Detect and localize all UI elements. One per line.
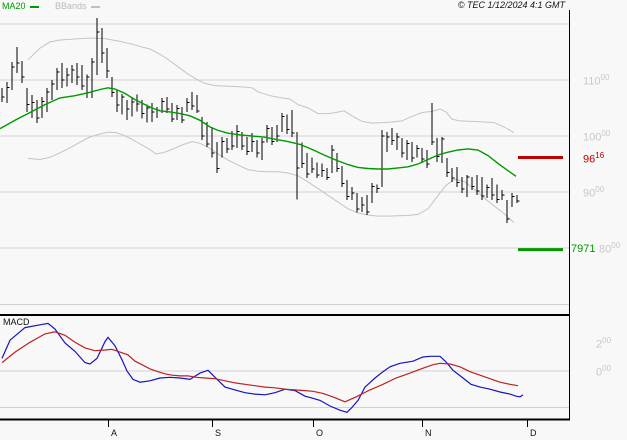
ohlc-bars-path <box>1 17 520 223</box>
month-label-D: D <box>530 428 537 438</box>
price-axis-label: 10000 <box>583 129 611 144</box>
gridlines <box>0 23 569 408</box>
month-label-S: S <box>215 428 222 438</box>
ma20-line-swatch <box>29 5 39 8</box>
axes-frame <box>0 10 570 427</box>
bb-upper-polyline <box>27 37 515 134</box>
legend-ma20-label: MA20 <box>2 1 26 11</box>
price-axis-label: 9000 <box>583 185 605 200</box>
ma20-polyline <box>0 87 517 177</box>
resistance-label: 9616 <box>583 150 605 166</box>
legend: MA20 BBands <box>2 1 100 11</box>
price-axis-label: 11000 <box>583 73 610 88</box>
signal-polyline <box>1 331 519 403</box>
macd-axis-label: 200 <box>596 336 612 351</box>
support-label: 7971 <box>571 242 596 255</box>
macd-axis-label: 000 <box>596 364 612 379</box>
price-bars <box>1 17 520 223</box>
bollinger-bands <box>27 37 515 224</box>
macd-panel-label: MACD <box>3 317 30 327</box>
bb-lower-polyline <box>27 131 515 224</box>
month-label-N: N <box>425 428 432 438</box>
legend-bbands-label: BBands <box>55 1 87 11</box>
ma20-line <box>0 87 517 177</box>
bbands-line-swatch <box>90 5 100 8</box>
attribution-text: © TEC 1/12/2024 4:1 GMT <box>457 0 565 10</box>
month-label-A: A <box>111 428 118 438</box>
level-markers <box>518 156 563 252</box>
macd-lines <box>1 322 524 413</box>
price-axis-label: 8000 <box>599 241 621 256</box>
panel-separator <box>0 314 569 316</box>
month-label-O: O <box>316 428 324 438</box>
macd-polyline <box>1 322 524 413</box>
